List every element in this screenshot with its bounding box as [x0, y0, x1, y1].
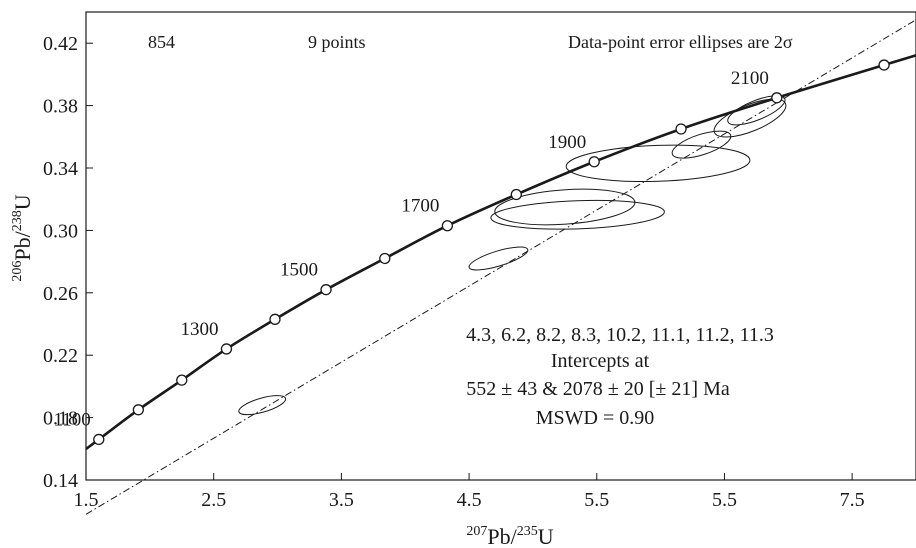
y-tick-label: 0.14 [43, 470, 78, 492]
concordia-age-marker [510, 188, 522, 201]
y-axis-title-iso-a: 206 [10, 261, 25, 282]
intercepts-title: Intercepts at [551, 350, 650, 372]
y-tick-label: 0.18 [43, 408, 78, 430]
error-ellipse [727, 95, 786, 126]
mswd-value: MSWD = 0.90 [536, 407, 655, 429]
sample-label: 854 [148, 32, 175, 52]
y-tick-label: 0.22 [43, 345, 78, 367]
y-tick-label: 0.34 [43, 158, 78, 180]
error-ellipse [238, 395, 287, 416]
x-tick-label: 1.5 [74, 489, 99, 511]
fractions-list: 4.3, 6.2, 8.2, 8.3, 10.2, 11.1, 11.2, 11… [466, 324, 774, 346]
error-ellipse [713, 98, 787, 138]
x-tick-label: 7.5 [840, 489, 865, 511]
x-tick-label: 5.5 [712, 489, 737, 511]
x-axis-title: 207Pb/235U [466, 524, 553, 548]
x-tick-label: 4.5 [457, 489, 482, 511]
age-label: 1500 [280, 260, 318, 281]
y-tick-label: 0.30 [43, 220, 78, 242]
error-ellipse [490, 199, 665, 230]
error-ellipses [238, 95, 787, 416]
y-axis-title-iso-b: 238 [10, 210, 25, 231]
axis-ticks: 1.5 2.5 3.5 4.5 5.5 5.5 7.5 0.14 0.18 0.22 0.26 0.3… [43, 33, 865, 511]
concordia-age-marker [588, 156, 600, 168]
error-ellipse [468, 246, 529, 271]
age-label: 2100 [731, 68, 769, 89]
concordia-age-marker [379, 252, 391, 265]
x-axis-title-el-a: Pb/ [487, 524, 517, 548]
concordia-age-marker [320, 284, 332, 296]
concordia-age-marker [176, 374, 188, 386]
concordia-age-marker [269, 313, 281, 325]
age-label: 1700 [401, 196, 439, 217]
x-axis-title-iso-b: 235 [517, 524, 538, 539]
concordia-age-marker [132, 404, 145, 416]
x-axis-title-el-b: U [538, 524, 554, 548]
concordia-age-marker [441, 220, 454, 232]
concordia-age-marker [220, 343, 233, 355]
concordia-age-marker [878, 59, 890, 71]
x-axis-title-iso-a: 207 [466, 524, 487, 539]
y-axis-title-el-b: U [10, 194, 35, 210]
y-axis-title-el-a: Pb/ [10, 230, 35, 260]
x-tick-label: 3.5 [329, 489, 354, 511]
error-ellipse [671, 130, 732, 159]
plot-frame [85, 11, 916, 481]
y-tick-label: 0.38 [43, 96, 78, 118]
concordia-age-marker [771, 92, 783, 104]
concordia-age-marker [93, 433, 105, 446]
concordia-markers: 1100 1300 1500 1700 1900 2100 [53, 59, 890, 446]
x-tick-label: 5.5 [584, 489, 609, 511]
points-count: 9 points [308, 32, 366, 52]
y-tick-label: 0.42 [43, 33, 78, 55]
age-label: 1100 [53, 409, 90, 430]
intercepts-value: 552 ± 43 & 2078 ± 20 [± 21] Ma [466, 378, 730, 400]
x-tick-label: 2.5 [201, 489, 226, 511]
discordia-line [85, 19, 916, 515]
error-note: Data-point error ellipses are 2σ [568, 32, 793, 52]
concordia-age-marker [675, 123, 687, 135]
concordia-curve [85, 54, 916, 451]
age-label: 1900 [548, 132, 586, 153]
age-label: 1300 [180, 319, 218, 340]
plot-area: 1100 1300 1500 1700 1900 2100 [53, 11, 916, 515]
y-axis-title: 206Pb/238U [10, 194, 35, 281]
error-ellipse [565, 144, 751, 183]
y-tick-label: 0.26 [43, 283, 78, 305]
